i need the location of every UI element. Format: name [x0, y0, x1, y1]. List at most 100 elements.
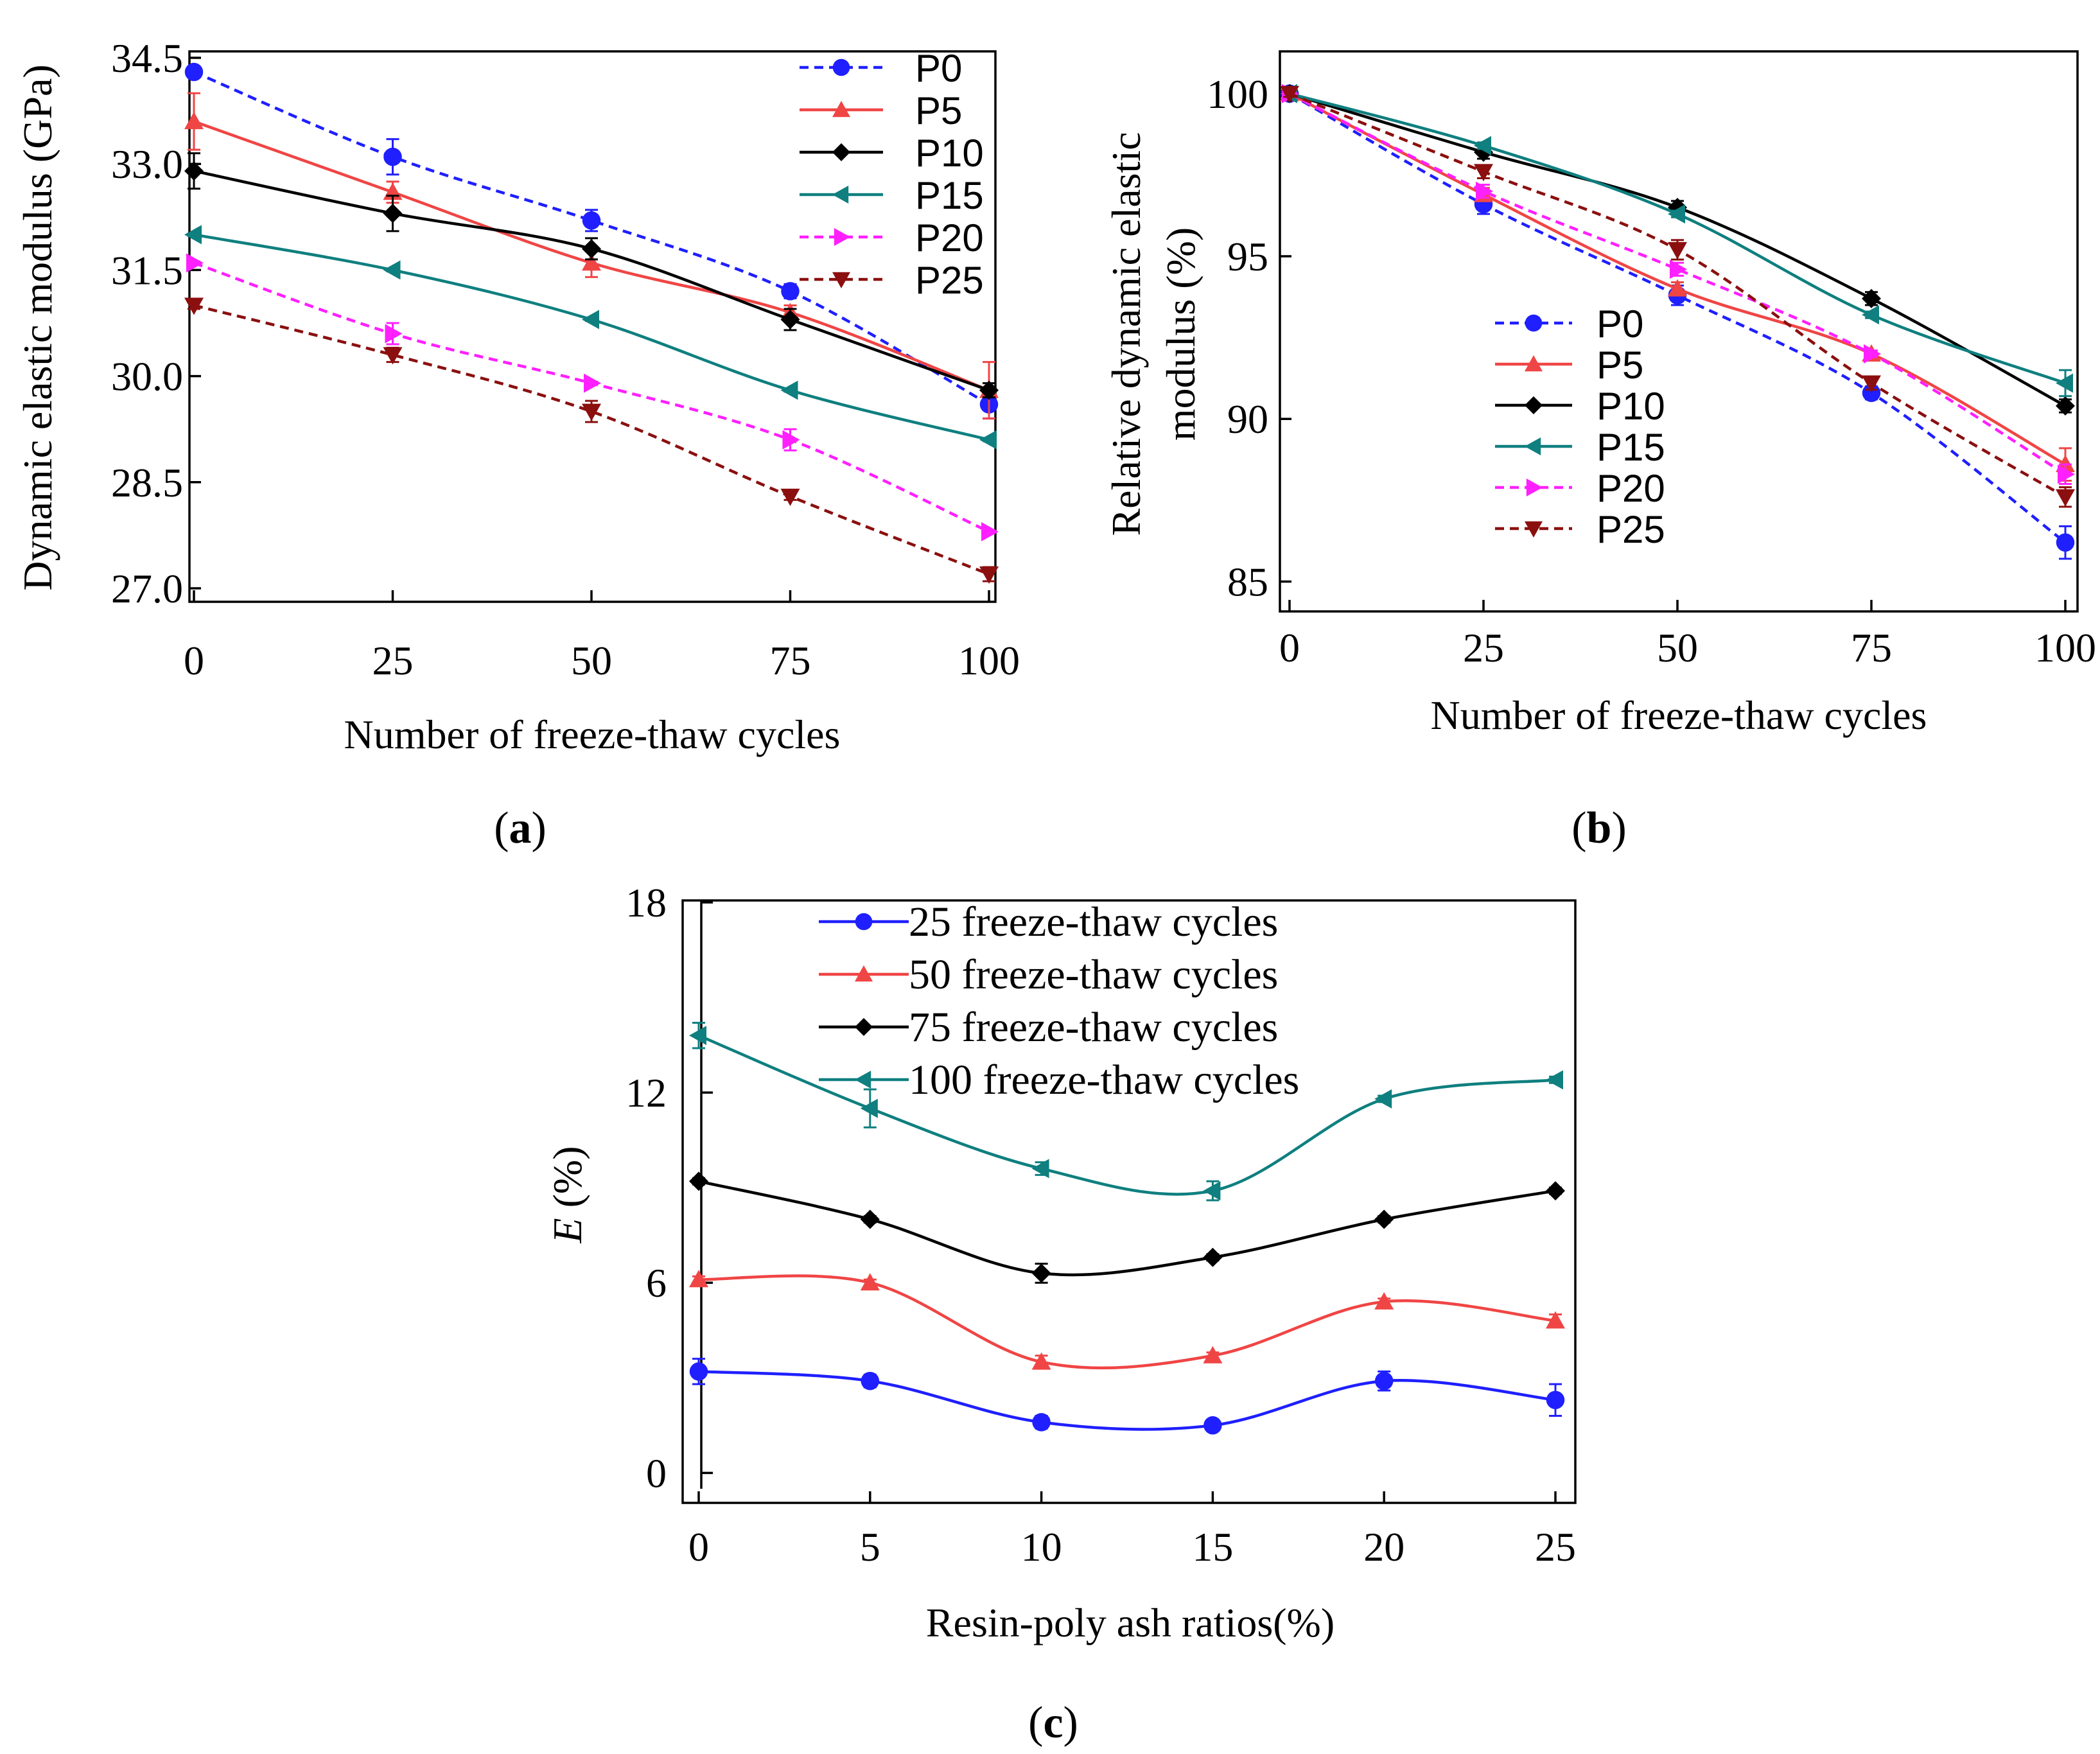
legend-label: P10	[1597, 385, 1665, 428]
x-tick-label: 25	[1463, 625, 1504, 671]
data-point	[1474, 164, 1493, 182]
panel-a-xlabel: Number of freeze-thaw cycles	[344, 712, 841, 757]
legend-marker	[834, 228, 850, 246]
data-point	[1668, 279, 1687, 297]
legend-label: 25 freeze-thaw cycles	[909, 899, 1278, 945]
data-point	[860, 1098, 878, 1118]
x-tick-label: 0	[1279, 625, 1300, 671]
panel-a-label: (a)	[494, 803, 547, 853]
data-point	[1031, 1352, 1051, 1370]
panel-a-frame	[188, 50, 997, 603]
x-tick-label: 50	[571, 638, 612, 683]
x-tick-label: 50	[1657, 625, 1698, 671]
data-point	[860, 1209, 880, 1229]
data-point	[186, 253, 204, 273]
legend-label: P0	[1597, 303, 1643, 346]
data-point	[1546, 1070, 1563, 1090]
y-tick-label: 34.5	[111, 35, 183, 81]
data-point	[979, 380, 999, 400]
series-group	[689, 1022, 1565, 1435]
series-line-p20	[193, 261, 990, 533]
data-point	[780, 380, 798, 400]
data-point	[582, 403, 601, 421]
legend-marker	[832, 186, 849, 204]
legend-marker	[1526, 478, 1543, 496]
panel-b: Number of freeze-thaw cycles Relative dy…	[1103, 50, 2096, 853]
legend-label: P25	[1597, 508, 1665, 551]
x-tick-label: 0	[184, 638, 204, 683]
data-point	[1203, 1346, 1223, 1364]
panel-b-frame	[1279, 50, 2079, 613]
data-point	[584, 373, 601, 393]
data-point	[383, 347, 403, 365]
x-tick-label: 5	[860, 1524, 880, 1570]
data-point	[184, 62, 204, 82]
data-point	[2056, 489, 2075, 507]
panel-c-frame	[681, 899, 1577, 1504]
y-axis-ticks: 0 6 12 18	[626, 880, 713, 1496]
data-point	[1670, 259, 1687, 279]
x-tick-label: 25	[1535, 1524, 1576, 1570]
x-axis-ticks: 0 25 50 75 100	[184, 590, 1020, 683]
data-point	[782, 430, 800, 450]
panel-b-ylabel-line1: Relative dynamic elastic	[1103, 132, 1149, 536]
legend-marker	[855, 1071, 871, 1089]
x-tick-label: 75	[1851, 625, 1892, 671]
y-tick-label: 30.0	[111, 354, 183, 399]
series-line-100-freeze-thaw-cycles	[698, 1034, 1556, 1196]
data-point	[582, 253, 601, 271]
data-point	[1032, 1413, 1051, 1432]
legend-marker	[855, 913, 873, 931]
data-point	[1668, 241, 1687, 259]
legend-marker	[832, 143, 850, 161]
data-point	[1203, 1247, 1223, 1267]
data-point	[1546, 1311, 1565, 1329]
legend-marker	[855, 1018, 873, 1036]
y-tick-label: 0	[646, 1450, 667, 1496]
data-point	[1374, 1292, 1394, 1310]
series-line-25-freeze-thaw-cycles	[698, 1370, 1556, 1431]
x-tick-label: 100	[958, 638, 1020, 683]
data-point	[780, 488, 800, 506]
data-point	[860, 1273, 880, 1291]
legend-label: P25	[915, 259, 984, 302]
panel-c-ylabel: E (%)	[545, 1146, 590, 1243]
panel-a: Number of freeze-thaw cycles Dynamic ela…	[15, 35, 1020, 853]
y-axis-ticks: 85 90 95 100	[1207, 71, 1291, 604]
x-tick-label: 0	[688, 1524, 709, 1570]
legend-label: P15	[915, 174, 984, 217]
y-tick-label: 18	[626, 880, 667, 925]
legend-label: P20	[915, 216, 984, 259]
series-line-75-freeze-thaw-cycles	[698, 1180, 1556, 1277]
legend-marker	[832, 101, 850, 118]
panel-b-ylabel-line2: modulus (%)	[1158, 227, 1203, 441]
data-point	[385, 324, 403, 344]
y-tick-label: 95	[1227, 234, 1268, 279]
data-point	[689, 1270, 708, 1288]
data-point	[184, 112, 204, 130]
x-tick-label: 25	[372, 638, 414, 683]
legend-marker	[1525, 396, 1543, 414]
x-tick-label: 20	[1363, 1524, 1404, 1570]
data-point	[184, 225, 202, 245]
legend-marker	[832, 58, 850, 76]
data-point	[1280, 85, 1299, 103]
data-point	[383, 204, 403, 224]
data-point	[1862, 375, 1881, 393]
data-point	[781, 282, 800, 301]
series-line-p20	[1288, 92, 2067, 476]
legend-label: P5	[1597, 344, 1643, 387]
legend-marker	[855, 965, 873, 982]
series-line-p5	[1288, 92, 2067, 466]
legend-label: 75 freeze-thaw cycles	[909, 1004, 1278, 1051]
series-group	[1280, 83, 2075, 560]
legend: 25 freeze-thaw cycles 50 freeze-thaw cycl…	[819, 899, 1299, 1103]
series-group	[184, 62, 999, 584]
series-line-p0	[193, 70, 990, 406]
data-point	[1862, 383, 1881, 402]
legend-label: P0	[915, 47, 962, 90]
